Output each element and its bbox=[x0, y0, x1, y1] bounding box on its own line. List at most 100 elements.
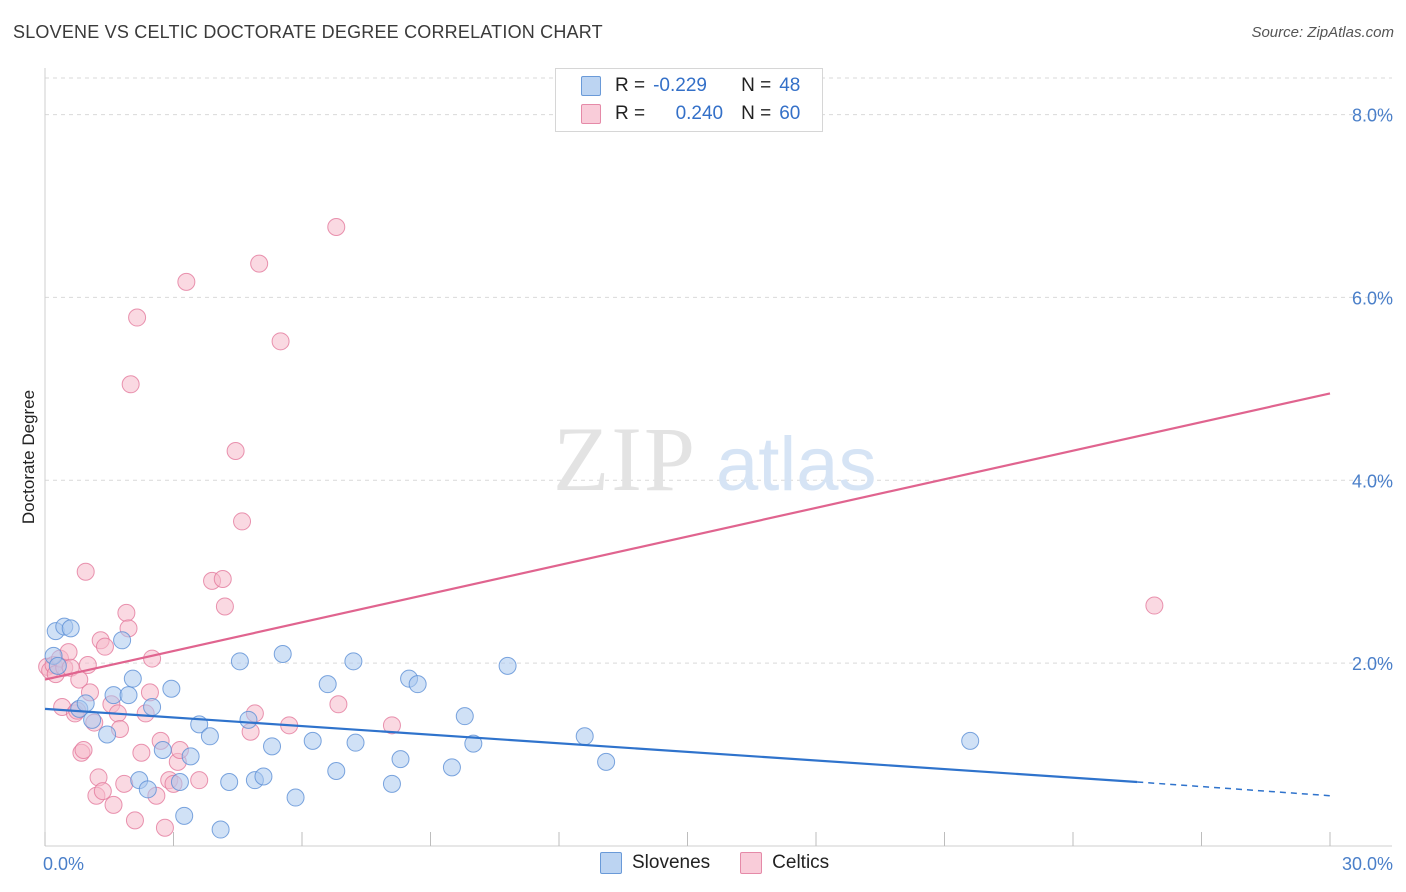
celtics-point bbox=[327, 218, 346, 237]
y-tick-label: 8.0% bbox=[1352, 106, 1393, 126]
x-tick-labels: 0.0% 30.0% bbox=[43, 854, 1393, 874]
celtics-point bbox=[74, 741, 93, 759]
slovenes-legend-label: Slovenes bbox=[632, 852, 711, 873]
slovenes-point bbox=[119, 686, 138, 705]
y-tick-label: 6.0% bbox=[1352, 288, 1393, 308]
legend-n-label: N = bbox=[741, 75, 772, 96]
slovenes-point bbox=[254, 767, 273, 786]
celtics-point bbox=[190, 771, 209, 790]
slovenes-point bbox=[76, 694, 95, 713]
celtics-point bbox=[1145, 596, 1164, 615]
slovenes-swatch bbox=[581, 76, 601, 96]
celtics-point bbox=[226, 442, 245, 461]
slovenes-point bbox=[455, 707, 474, 726]
x-tick-marks bbox=[44, 832, 1331, 846]
celtics-point bbox=[213, 570, 232, 589]
celtics-point bbox=[125, 811, 144, 830]
slovenes-points bbox=[44, 617, 980, 839]
trend-lines bbox=[44, 392, 1331, 797]
chart-title: SLOVENE VS CELTIC DOCTORATE DEGREE CORRE… bbox=[13, 22, 603, 42]
slovenes-point bbox=[48, 656, 67, 675]
slovenes-trend-extension bbox=[1137, 781, 1331, 797]
celtics-point bbox=[329, 695, 348, 714]
slovenes-point bbox=[220, 773, 239, 791]
slovenes-point bbox=[286, 788, 305, 807]
watermark-zip: ZIP bbox=[553, 408, 697, 510]
slovenes-legend-swatch bbox=[600, 852, 622, 874]
slovenes-point bbox=[61, 619, 80, 638]
slovenes-point bbox=[138, 780, 157, 799]
slovenes-point bbox=[498, 656, 517, 675]
legend-n-label: N = bbox=[741, 103, 772, 124]
celtics-point bbox=[93, 782, 112, 801]
slovenes-point bbox=[230, 652, 249, 671]
slovenes-point bbox=[211, 820, 230, 839]
slovenes-point bbox=[303, 731, 322, 750]
celtics-point bbox=[95, 637, 114, 656]
slovenes-point bbox=[200, 727, 219, 746]
celtics-legend-label: Celtics bbox=[772, 852, 830, 873]
y-tick-label: 2.0% bbox=[1352, 654, 1393, 674]
y-axis-label: Doctorate Degree bbox=[19, 390, 38, 524]
slovenes-point bbox=[318, 675, 337, 694]
legend-row-slovenes: R = -0.229 N = 48 bbox=[581, 73, 800, 99]
slovenes-point bbox=[123, 669, 142, 688]
grid-lines bbox=[45, 77, 1392, 664]
celtics-point bbox=[155, 818, 174, 837]
watermark: ZIP atlas bbox=[553, 408, 877, 510]
celtics-point bbox=[121, 375, 140, 394]
slovenes-point bbox=[575, 727, 594, 746]
series-legend: Slovenes Celtics bbox=[600, 852, 859, 874]
celtics-point bbox=[250, 254, 269, 273]
celtics-point bbox=[76, 562, 95, 581]
celtics-swatch bbox=[581, 104, 601, 124]
slovenes-point bbox=[104, 686, 123, 705]
legend-item-slovenes: Slovenes bbox=[600, 852, 710, 874]
slovenes-point bbox=[143, 698, 162, 717]
x-tick-label: 30.0% bbox=[1342, 854, 1393, 874]
watermark-atlas: atlas bbox=[716, 422, 877, 507]
celtics-point bbox=[128, 308, 147, 327]
slovenes-point bbox=[391, 750, 410, 769]
slovenes-point bbox=[181, 747, 200, 766]
celtics-point bbox=[132, 743, 151, 762]
slovenes-point bbox=[344, 652, 363, 671]
y-tick-labels: 2.0% 4.0% 6.0% 8.0% bbox=[1352, 106, 1393, 675]
y-tick-label: 4.0% bbox=[1352, 471, 1393, 491]
slovenes-point bbox=[83, 710, 102, 729]
slovenes-point bbox=[113, 631, 132, 650]
legend-r-label: R = bbox=[615, 103, 646, 124]
celtics-point bbox=[215, 597, 234, 616]
celtics-point bbox=[104, 795, 123, 814]
slovenes-point bbox=[273, 645, 292, 663]
legend-r-label: R = bbox=[615, 75, 646, 96]
legend-r-value: -0.229 bbox=[653, 75, 707, 96]
slovenes-point bbox=[408, 675, 427, 694]
celtics-point bbox=[177, 272, 196, 291]
slovenes-point bbox=[442, 758, 461, 777]
source-label: Source: ZipAtlas.com bbox=[1251, 24, 1394, 41]
celtics-point bbox=[271, 332, 290, 351]
slovenes-point bbox=[961, 731, 980, 750]
slovenes-point bbox=[327, 762, 346, 781]
celtics-point bbox=[382, 716, 401, 735]
legend-n-value: 48 bbox=[779, 75, 801, 96]
x-tick-label: 0.0% bbox=[43, 854, 84, 874]
celtics-point bbox=[143, 649, 162, 668]
celtics-point bbox=[117, 603, 136, 622]
slovenes-point bbox=[239, 710, 258, 729]
slovenes-trend-line bbox=[44, 707, 1138, 784]
slovenes-point bbox=[346, 733, 365, 752]
slovenes-point bbox=[162, 679, 181, 698]
legend-row-celtics: R = 0.240 N = 60 bbox=[581, 101, 800, 127]
legend-r-value: 0.240 bbox=[675, 103, 724, 124]
legend-item-celtics: Celtics bbox=[740, 852, 829, 874]
celtics-point bbox=[59, 643, 78, 662]
celtics-point bbox=[115, 774, 134, 793]
slovenes-point bbox=[175, 806, 194, 825]
slovenes-point bbox=[464, 734, 483, 753]
correlation-legend: R = -0.229 N = 48 R = 0.240 N = 60 bbox=[555, 68, 823, 132]
celtics-trend-line bbox=[44, 392, 1331, 681]
celtics-legend-swatch bbox=[740, 852, 763, 874]
